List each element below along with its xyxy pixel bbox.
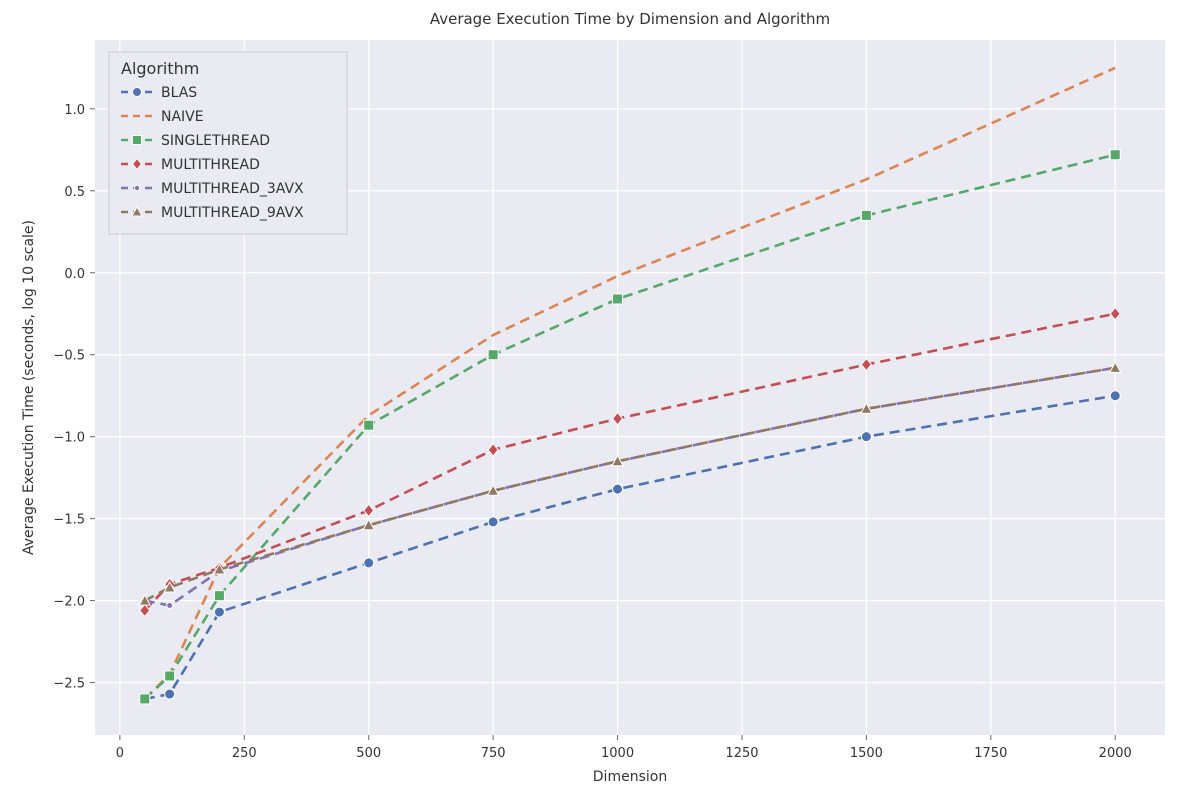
series-marker: [165, 671, 175, 681]
legend-item-label: MULTITHREAD_9AVX: [161, 205, 304, 221]
y-tick-label: −1.0: [53, 431, 85, 446]
chart-container: 0 250 500 750 1000 1250 1500 1750 2000 −2.5 −2.0 −1…: [0, 0, 1200, 800]
series-marker: [861, 432, 871, 442]
series-marker: [364, 558, 374, 568]
y-tick-label: 0.5: [64, 185, 85, 200]
series-marker: [861, 210, 871, 220]
series-marker: [488, 517, 498, 527]
series-marker: [214, 591, 224, 601]
legend-marker-sample: [133, 88, 142, 97]
y-tick-label: −2.0: [53, 595, 85, 610]
series-marker: [167, 603, 173, 609]
chart-svg: 0 250 500 750 1000 1250 1500 1750 2000 −2.5 −2.0 −1…: [0, 0, 1200, 800]
x-tick-label: 750: [481, 746, 506, 761]
x-tick-label: 1000: [601, 746, 634, 761]
legend-item-label: BLAS: [161, 85, 197, 101]
y-tick-label: −2.5: [53, 677, 85, 692]
legend-marker-sample: [134, 185, 139, 190]
y-tick-label: 0.0: [64, 267, 85, 282]
series-marker: [214, 607, 224, 617]
series-marker: [364, 420, 374, 430]
series-marker: [165, 689, 175, 699]
x-tick-label: 1750: [974, 746, 1007, 761]
x-tick-label: 2000: [1099, 746, 1132, 761]
series-marker: [613, 294, 623, 304]
x-tick-label: 500: [356, 746, 381, 761]
y-tick-label: −0.5: [53, 349, 85, 364]
legend-item-label: MULTITHREAD: [161, 157, 260, 173]
x-tick-label: 250: [232, 746, 257, 761]
legend-marker-sample: [133, 136, 142, 145]
series-marker: [613, 484, 623, 494]
legend-item-label: MULTITHREAD_3AVX: [161, 181, 304, 197]
legend-title: Algorithm: [121, 59, 199, 78]
series-marker: [1110, 391, 1120, 401]
x-tick-label: 1500: [850, 746, 883, 761]
legend-item-label: SINGLETHREAD: [161, 133, 270, 149]
series-marker: [1110, 150, 1120, 160]
series-marker: [488, 350, 498, 360]
series-marker: [140, 694, 150, 704]
x-tick-label: 0: [116, 746, 124, 761]
x-tick-label: 1250: [725, 746, 758, 761]
chart-title: Average Execution Time by Dimension and …: [430, 10, 830, 28]
legend-item-label: NAIVE: [161, 109, 204, 125]
x-axis-label: Dimension: [593, 769, 667, 785]
y-tick-label: 1.0: [64, 103, 85, 118]
y-axis-label: Average Execution Time (seconds, log 10 …: [21, 220, 37, 555]
y-tick-label: −1.5: [53, 513, 85, 528]
